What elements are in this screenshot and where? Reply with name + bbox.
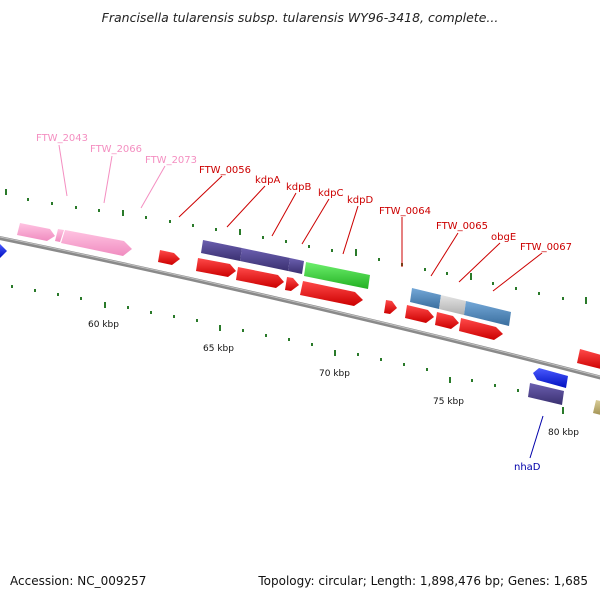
scale-label-75kbp: 75 kbp (433, 397, 464, 407)
gene-label-ftw-0056: FTW_0056 (199, 165, 251, 176)
gene-label-ftw-2043: FTW_2043 (36, 133, 88, 144)
gene-arrow-ftw-0056 (158, 250, 180, 265)
cds-arrow (236, 267, 284, 288)
gene-label-ftw-2066: FTW_2066 (90, 144, 142, 155)
gene-box-kdpd (304, 262, 370, 289)
gene-box-ftw-0067 (464, 301, 511, 326)
gene-box-khaki (593, 400, 600, 415)
gene-label-obge: obgE (491, 232, 516, 243)
genome-backbone (0, 235, 600, 380)
gene-label-ftw-0067: FTW_0067 (520, 242, 572, 253)
feature-track-inner (196, 258, 600, 369)
gene-label-nhad: nhaD (514, 462, 541, 473)
gene-box-kdpa (201, 240, 242, 261)
gene-box-ftw-0065 (410, 288, 441, 309)
gene-box-obge (439, 295, 466, 315)
feature-track-outer (0, 223, 511, 326)
gene-arrow-ftw-2073 (61, 230, 132, 256)
gene-label-kdpa: kdpA (255, 175, 280, 186)
gene-label-kdpb: kdpB (286, 182, 311, 193)
outer-ticks (5, 189, 587, 304)
gene-label-kdpc: kdpC (318, 188, 343, 199)
gene-arrow (0, 244, 7, 258)
gene-label-ftw-2073: FTW_2073 (145, 155, 197, 166)
cds-arrow (405, 305, 434, 323)
page-title: Francisella tularensis subsp. tularensis… (101, 10, 499, 25)
cds-arrow (196, 258, 236, 277)
scale-label-65kbp: 65 kbp (203, 344, 234, 354)
cds-arrow (435, 312, 459, 329)
gene-arrow-nhad (533, 368, 568, 388)
gene-arrow-ftw-2043 (17, 223, 55, 241)
scale-label-80kbp: 80 kbp (548, 428, 579, 438)
gene-box-purple (528, 383, 564, 405)
scale-label-70kbp: 70 kbp (319, 369, 350, 379)
gene-arrow-ftw-2066 (55, 229, 64, 242)
topology-summary: Topology: circular; Length: 1,898,476 bp… (258, 574, 588, 588)
scale-label-60kbp: 60 kbp (88, 320, 119, 330)
cds-arrow (577, 349, 600, 369)
cds-arrow (384, 300, 397, 314)
gene-label-ftw-0064: FTW_0064 (379, 206, 431, 217)
feature-track-lower (528, 368, 600, 415)
gene-box-kdpc (288, 258, 304, 274)
label-leader-lines (58, 144, 544, 459)
cds-arrow (285, 277, 299, 291)
inner-ticks (11, 285, 564, 414)
gene-box-kdpb (240, 248, 290, 271)
cds-arrow (300, 281, 363, 306)
gene-label-ftw-0065: FTW_0065 (436, 221, 488, 232)
gene-label-kdpd: kdpD (347, 195, 373, 206)
accession-label: Accession: NC_009257 (10, 574, 147, 588)
cds-arrow (459, 318, 503, 340)
